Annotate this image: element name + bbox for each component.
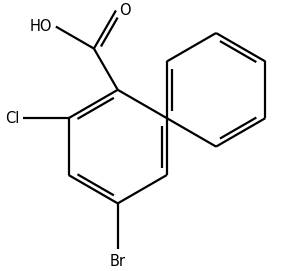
Text: O: O (120, 3, 131, 18)
Text: HO: HO (30, 19, 52, 34)
Text: Cl: Cl (5, 111, 19, 126)
Text: Br: Br (110, 254, 126, 269)
